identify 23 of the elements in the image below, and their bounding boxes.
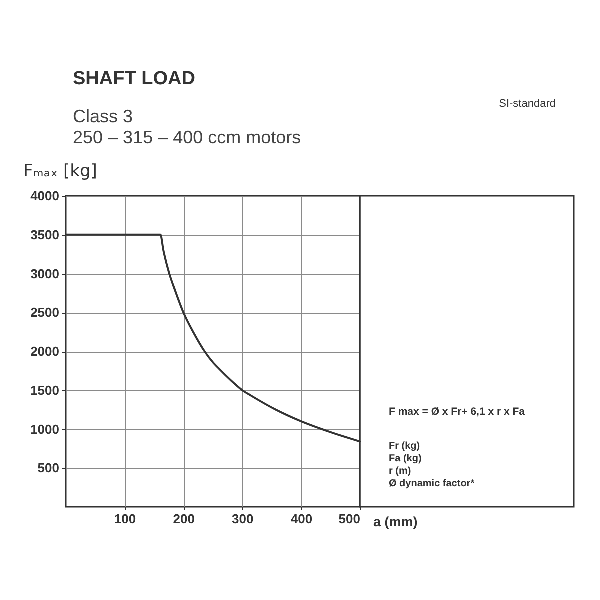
- x-tick-label: 300: [232, 512, 254, 526]
- x-tick-label: 200: [173, 512, 195, 526]
- chart-subtitle: Class 3 250 – 315 – 400 ccm motors: [73, 106, 302, 148]
- chart-title: SHAFT LOAD: [73, 68, 196, 90]
- x-axis-title: a (mm): [374, 514, 418, 530]
- y-axis-title: Fₘₐₓ [kg]: [24, 162, 98, 182]
- text: Fr (kg): [389, 441, 420, 452]
- text: SI-standard: [499, 98, 556, 110]
- y-tick-label: 1000: [30, 422, 60, 437]
- y-tick-label: 2500: [30, 305, 60, 320]
- y-tick-label: 3000: [30, 266, 60, 282]
- y-tick-label: 2000: [30, 344, 60, 359]
- text: r (m): [389, 466, 412, 477]
- x-tick-label: 500: [338, 512, 360, 526]
- y-tick-label: 500: [38, 460, 60, 476]
- y-tick-label: 1500: [30, 382, 60, 398]
- x-tick-label: 400: [290, 512, 313, 526]
- text: F max = Ø x Fr+ 6,1 x r x Fa: [389, 406, 526, 418]
- y-tick-label: 4000: [30, 188, 60, 204]
- text: Ø dynamic factor*: [389, 478, 475, 490]
- text: Fa (kg): [389, 454, 422, 464]
- x-tick-label: 100: [114, 512, 136, 526]
- y-tick-label: 3500: [30, 227, 60, 242]
